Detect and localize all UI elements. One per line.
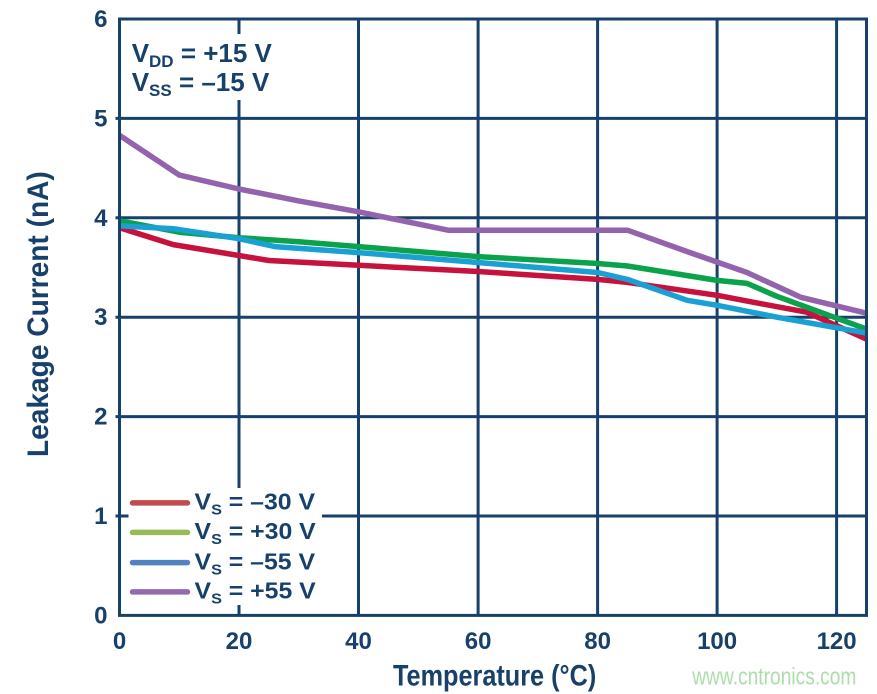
- svg-text:VDD = +15 V: VDD = +15 V: [132, 38, 273, 71]
- svg-text:4: 4: [94, 205, 108, 232]
- svg-text:6: 6: [94, 6, 107, 33]
- svg-text:1: 1: [94, 503, 107, 530]
- svg-text:0: 0: [113, 628, 126, 655]
- svg-text:VSS = –15 V: VSS = –15 V: [132, 67, 270, 100]
- svg-text:VS = +30 V: VS = +30 V: [195, 519, 316, 548]
- svg-text:VS = –30 V: VS = –30 V: [195, 490, 316, 519]
- svg-text:3: 3: [94, 304, 107, 331]
- svg-text:5: 5: [94, 105, 107, 132]
- svg-text:www.cntronics.com: www.cntronics.com: [691, 662, 856, 690]
- svg-text:100: 100: [697, 628, 737, 655]
- svg-text:120: 120: [817, 628, 857, 655]
- svg-text:2: 2: [94, 404, 107, 431]
- svg-text:Leakage Current (nA): Leakage Current (nA): [22, 171, 55, 457]
- svg-text:Temperature (°C): Temperature (°C): [393, 659, 596, 693]
- svg-text:60: 60: [465, 628, 492, 655]
- svg-text:20: 20: [226, 628, 253, 655]
- svg-text:80: 80: [584, 628, 611, 655]
- svg-text:0: 0: [94, 602, 107, 629]
- svg-text:40: 40: [345, 628, 372, 655]
